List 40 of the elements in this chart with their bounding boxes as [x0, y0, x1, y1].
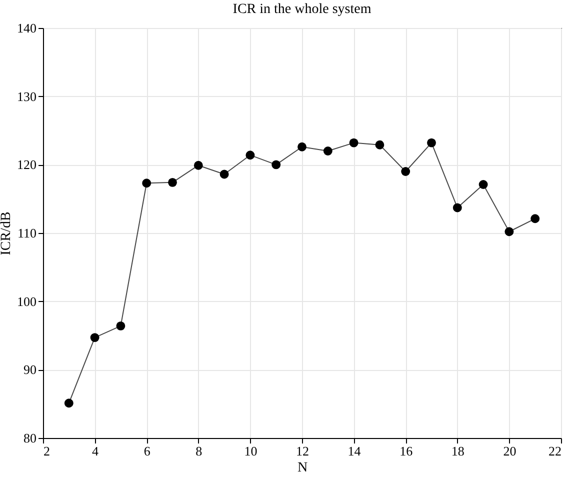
point — [64, 398, 74, 408]
point — [452, 203, 462, 212]
x-tick-label: 20 — [503, 444, 516, 458]
point — [530, 214, 540, 224]
y-tick-label: 90 — [24, 362, 36, 378]
y-tick-label: 80 — [24, 430, 36, 446]
y-tick-label: 120 — [17, 157, 36, 172]
x-tick-label: 4 — [92, 444, 100, 458]
point — [90, 333, 100, 342]
x-tick-label: 12 — [296, 444, 309, 458]
y-tick-label: 110 — [17, 226, 36, 240]
point — [375, 140, 384, 150]
point — [142, 178, 152, 188]
x-tick-label: 2 — [44, 444, 50, 458]
x-tick-label: 16 — [400, 444, 414, 458]
point — [194, 160, 203, 170]
x-tick-label: 22 — [548, 444, 562, 458]
point — [220, 170, 229, 179]
x-tick-label: 18 — [451, 444, 464, 458]
chart-title: ICR in the whole system — [232, 2, 372, 17]
y-tick-label: 130 — [17, 88, 36, 104]
point — [427, 138, 436, 148]
x-axis-title: N — [297, 460, 308, 476]
y-axis-title: ICR/dB — [0, 212, 14, 256]
point — [478, 180, 488, 189]
x-tick-label: 6 — [144, 444, 151, 458]
point — [246, 150, 255, 160]
x-tick-label: 8 — [196, 444, 202, 458]
y-tick-label: 140 — [17, 20, 36, 36]
point — [349, 138, 358, 148]
point — [401, 167, 410, 176]
point — [298, 142, 306, 152]
x-tick-label: 14 — [348, 444, 362, 458]
point — [272, 160, 281, 170]
point — [168, 178, 177, 187]
y-tick-label: 100 — [17, 294, 36, 309]
point — [504, 227, 514, 236]
point — [116, 321, 126, 330]
x-tick-label: 10 — [244, 444, 258, 458]
point — [323, 146, 332, 156]
